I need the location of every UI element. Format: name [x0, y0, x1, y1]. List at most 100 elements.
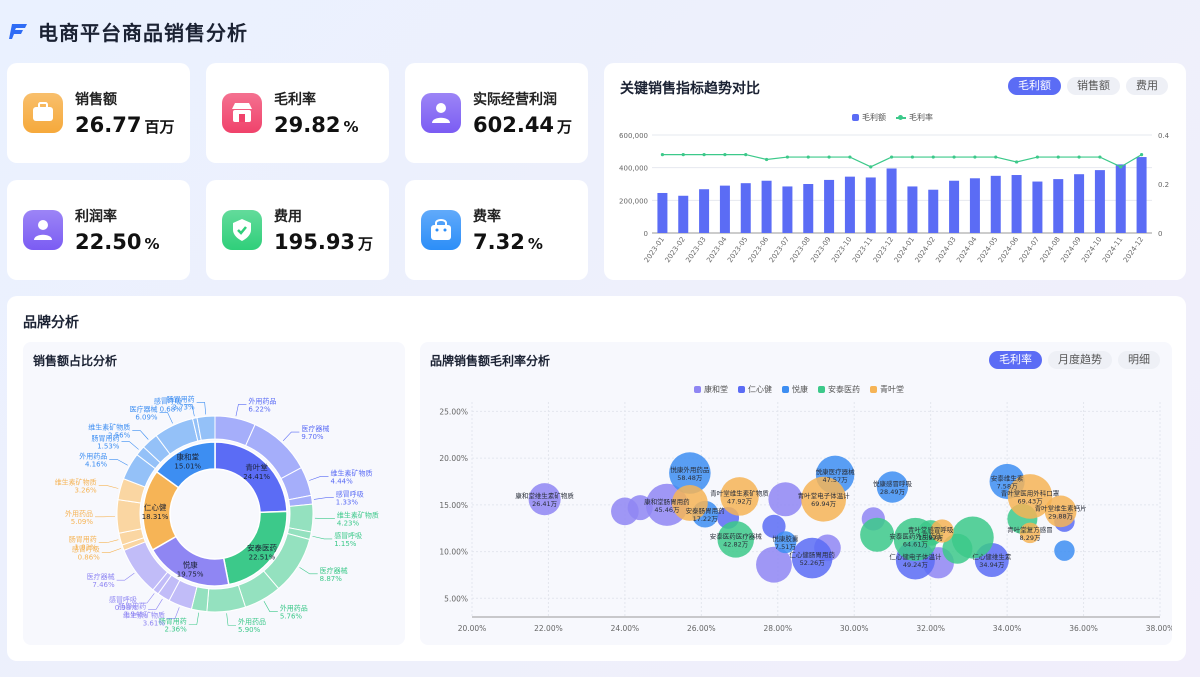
pie-outer-slice	[206, 584, 247, 613]
bubble-label: 青叶堂维生素矿物质	[710, 488, 769, 497]
pie-leader-line	[101, 548, 122, 553]
bubble-label: 仁心健维生素	[972, 552, 1012, 561]
pie-outer-value: 5.76%	[280, 613, 303, 621]
bubble-label: 青叶堂感冒呼吸	[908, 525, 954, 534]
bubble	[1007, 474, 1053, 519]
bubble-value: 34.94万	[979, 561, 1005, 569]
legend-swatch	[738, 386, 745, 393]
legend-swatch	[870, 386, 877, 393]
tab-margin[interactable]: 毛利率	[989, 351, 1042, 369]
bubble	[860, 517, 895, 552]
tab-gross-profit[interactable]: 毛利额	[1008, 77, 1061, 95]
y-tick-right: 0	[1158, 230, 1162, 238]
bubble-label: 仁心健电子体温计	[889, 552, 942, 561]
line-point	[1098, 155, 1102, 159]
legend-item-gross-profit[interactable]: 毛利额	[852, 112, 886, 123]
pie-inner-label: 青叶堂	[245, 462, 268, 472]
pie-outer-value: 5.90%	[238, 626, 261, 634]
x-tick: 32.00%	[916, 624, 945, 633]
kpi-number: 602.44	[473, 113, 555, 137]
bubble-chart: 20.00% 22.00% 24.00% 26.00% 28.00% 30.00% 32.0…	[439, 402, 1172, 633]
legend-item[interactable]: 安泰医药	[818, 384, 860, 395]
pie-outer-slice	[288, 503, 314, 533]
bubble	[774, 531, 797, 554]
pie-leader-line	[148, 598, 163, 610]
bubble-value: 17.22万	[693, 515, 719, 523]
sunburst-chart: 青叶堂24.41%安泰医药22.51%悦康19.75%仁心健18.31%康和堂1…	[55, 394, 379, 634]
line-point	[1119, 165, 1123, 169]
bubble	[669, 452, 711, 494]
legend-item-gross-margin[interactable]: 毛利率	[896, 112, 933, 123]
trend-chart: 0200,000400,000600,00000.20.42023-012023…	[619, 132, 1170, 264]
pie-outer-label: 感冒呼吸	[336, 490, 364, 499]
kpi-label: 实际经营利润	[473, 92, 557, 108]
tab-sales[interactable]: 销售额	[1067, 77, 1120, 95]
pie-outer-value: 6.22%	[248, 405, 271, 413]
bubble-value: 8.29万	[1020, 534, 1041, 542]
scatter-legend: 康和堂 仁心健 悦康 安泰医药 青叶堂	[694, 384, 904, 395]
legend-item[interactable]: 仁心健	[738, 384, 772, 395]
pie-outer-label: 医疗器械	[130, 405, 158, 414]
line-point	[1014, 160, 1019, 164]
kpi-label: 利润率	[75, 209, 117, 225]
legend-label: 康和堂	[704, 385, 728, 394]
kpi-label: 毛利率	[274, 92, 316, 108]
pie-leader-line	[235, 404, 247, 417]
bubble-value: 47.92万	[727, 497, 753, 505]
pie-leader-line	[282, 431, 300, 442]
bubble	[942, 533, 973, 564]
pie-outer-label: 感冒呼吸	[334, 531, 362, 540]
pie-outer-label: 维生素矿物质	[88, 423, 130, 432]
shop-icon	[222, 93, 262, 133]
pie-leader-line	[98, 539, 119, 544]
kpi-unit: %	[144, 235, 160, 253]
kpi-card-operating-profit: 实际经营利润 602.44 万	[405, 63, 588, 163]
bar	[928, 189, 939, 233]
tab-expense[interactable]: 费用	[1126, 77, 1168, 95]
x-tick: 22.00%	[534, 624, 563, 633]
legend-swatch	[782, 386, 789, 393]
pie-outer-value: 1.94%	[124, 610, 147, 618]
bubble	[930, 519, 954, 543]
pie-outer-value: 4.23%	[337, 520, 360, 528]
legend-item[interactable]: 康和堂	[694, 384, 728, 395]
pie-leader-line	[314, 517, 335, 520]
bar	[761, 180, 772, 233]
line-point	[973, 155, 977, 159]
briefcase-icon	[23, 93, 63, 133]
bubble-value: 45.46万	[654, 506, 680, 514]
scatter-chart-title: 品牌销售额毛利率分析	[430, 354, 551, 368]
bar	[1011, 175, 1022, 233]
bubble-label: 青叶堂复方感冒	[1007, 525, 1053, 534]
pie-outer-slice	[196, 415, 216, 441]
bubble-value: 28.49万	[880, 488, 906, 496]
pie-leader-line	[226, 613, 237, 626]
tab-monthly-trend[interactable]: 月度趋势	[1048, 351, 1112, 369]
shield-icon	[222, 210, 262, 250]
pie-leader-line	[188, 612, 200, 625]
pie-outer-label: 感冒呼吸	[109, 595, 137, 604]
pie-outer-value: 2.36%	[165, 626, 188, 634]
pie-outer-value: 6.09%	[135, 414, 158, 422]
pie-outer-value: 1.83%	[74, 544, 97, 552]
legend-swatch	[818, 386, 825, 393]
bar	[719, 185, 730, 233]
bar	[844, 176, 855, 233]
brand-analysis-card: 品牌分析 销售额占比分析 青叶堂 24.41% 安泰医药 22.51% 悦康 19.75%…	[7, 296, 1186, 661]
legend-item[interactable]: 悦康	[782, 384, 808, 395]
pie-outer-value: 4.44%	[331, 477, 354, 485]
bar	[1136, 157, 1147, 233]
x-tick: 28.00%	[763, 624, 792, 633]
kpi-number: 22.50	[75, 230, 142, 254]
bubble	[762, 514, 786, 538]
bubble	[876, 471, 909, 503]
tab-detail[interactable]: 明细	[1118, 351, 1160, 369]
kpi-value: 29.82%	[274, 113, 358, 137]
pie-outer-label: 肠胃用药	[118, 601, 146, 610]
legend-label: 悦康	[792, 385, 808, 394]
pie-leader-line	[159, 412, 173, 424]
bubble	[1054, 540, 1075, 561]
legend-item[interactable]: 青叶堂	[870, 384, 904, 395]
line-point	[723, 153, 727, 157]
bubble-label: 安泰维生素	[991, 473, 1024, 482]
